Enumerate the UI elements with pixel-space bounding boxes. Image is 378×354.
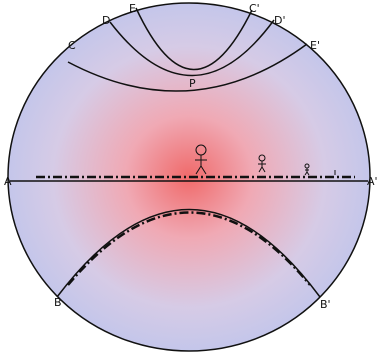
point-label: A [4, 175, 12, 188]
point-label: P [189, 77, 196, 90]
point-label: D' [274, 14, 286, 27]
point-label: E [129, 2, 136, 15]
point-label: C [68, 39, 76, 52]
poincare-disk-diagram: A A' B B' C D E C' D' E' P [0, 0, 378, 354]
point-label: D [102, 14, 110, 27]
point-label: E' [310, 39, 320, 52]
point-label: C' [249, 2, 260, 15]
point-label: B' [320, 298, 331, 311]
point-label: B [54, 296, 62, 309]
point-label: A' [367, 175, 378, 188]
